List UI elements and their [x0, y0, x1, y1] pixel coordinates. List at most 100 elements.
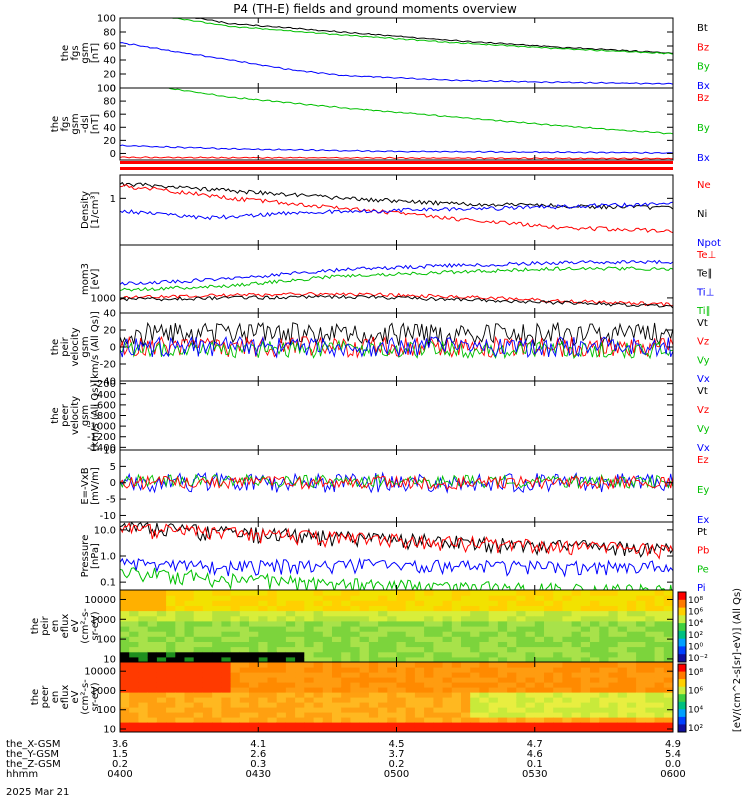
spectrogram-cell [590, 707, 600, 713]
spectrogram-cell [368, 646, 379, 653]
spectrogram-cell [276, 595, 287, 601]
spectrogram-cell [359, 722, 370, 728]
spectrogram-cell [175, 707, 186, 713]
spectrogram-cell [516, 631, 527, 637]
spectrogram-cell [507, 605, 517, 612]
spectrogram-cell [239, 722, 250, 728]
spectrogram-cell [341, 656, 351, 662]
spectrogram-cell [378, 626, 388, 632]
xaxis-row-value: 0.2 [112, 759, 128, 770]
ylabel-density: [1/cm³] [90, 192, 101, 229]
spectrogram-cell [636, 697, 646, 703]
spectrogram-cell [562, 590, 573, 596]
spectrogram-cell [295, 672, 305, 678]
series-temperature-Ti [120, 259, 673, 286]
spectrogram-cell [267, 702, 278, 708]
spectrogram-cell [599, 590, 610, 596]
spectrogram-cell [175, 631, 186, 637]
colorbar-tick-label: 10⁻² [688, 654, 708, 664]
spectrogram-cell [451, 631, 462, 637]
spectrogram-cell [239, 662, 250, 668]
ytick-label: -40 [100, 377, 116, 388]
spectrogram-cell [461, 722, 471, 728]
spectrogram-cell [212, 722, 222, 728]
spectrogram-cell [414, 656, 425, 662]
spectrogram-cell [488, 590, 499, 596]
spectrogram-cell [525, 605, 536, 612]
spectrogram-cell [590, 712, 600, 718]
spectrogram-cell [276, 682, 287, 688]
spectrogram-cell [249, 590, 259, 596]
spectrogram-cell [276, 605, 287, 612]
spectrogram-cell [332, 722, 342, 728]
spectrogram-cell [636, 605, 646, 612]
spectrogram-cell [451, 712, 462, 718]
spectrogram-cell [414, 712, 425, 718]
spectrogram-cell [258, 636, 269, 642]
spectrogram-cell [249, 646, 259, 653]
spectrogram-cell [304, 682, 315, 688]
ylabel-peer_en_eflux: sr-eV) [90, 682, 101, 711]
spectrogram-cell [304, 590, 315, 596]
spectrogram-cell [617, 687, 628, 693]
spectrogram-cell [562, 712, 573, 718]
spectrogram-cell [332, 656, 342, 662]
spectrogram-cell [433, 662, 444, 668]
spectrogram-cell [645, 610, 656, 617]
spectrogram-cell [285, 610, 296, 617]
spectrogram-cell [267, 727, 278, 732]
spectrogram-cell [120, 702, 130, 708]
spectrogram-cell [433, 595, 444, 601]
spectrogram-cell [341, 707, 351, 713]
spectrogram-cell [285, 707, 296, 713]
spectrogram-cell [147, 712, 158, 718]
spectrogram-cell [285, 697, 296, 703]
spectrogram-cell [553, 595, 563, 601]
spectrogram-cell [156, 672, 167, 678]
spectrogram-cell [295, 615, 305, 622]
spectrogram-cell [424, 615, 434, 622]
spectrogram-cell [442, 636, 453, 642]
spectrogram-cell [645, 651, 656, 658]
spectrogram-cell [608, 662, 619, 668]
spectrogram-cell [129, 636, 139, 642]
spectrogram-cell [433, 707, 444, 713]
spectrogram-cell [378, 702, 388, 708]
spectrogram-cell [249, 631, 259, 637]
spectrogram-cell [424, 620, 434, 627]
spectrogram-cell [313, 615, 324, 622]
colorbar-segment [678, 709, 686, 718]
spectrogram-cell [368, 672, 379, 678]
spectrogram-cell [258, 651, 269, 658]
spectrogram-cell [451, 651, 462, 658]
spectrogram-cell [525, 656, 536, 662]
spectrogram-cell [332, 667, 342, 673]
spectrogram-cell [295, 727, 305, 732]
ylabel-peir_en_eflux: en [50, 620, 61, 633]
spectrogram-cell [599, 651, 610, 658]
spectrogram-cell [396, 646, 407, 653]
ylabel-efield: [mV/m] [90, 467, 101, 505]
spectrogram-cell [249, 600, 259, 606]
spectrogram-cell [516, 727, 527, 732]
ytick-label: 1000 [91, 615, 116, 626]
spectrogram-cell [322, 722, 333, 728]
spectrogram-cell [626, 590, 637, 596]
spectrogram-cell [184, 615, 195, 622]
spectrogram-cell [249, 656, 259, 662]
spectrogram-cell [175, 656, 186, 662]
ytick-label: 20 [103, 136, 116, 147]
ytick-label: -800 [93, 411, 116, 422]
spectrogram-cell [525, 610, 536, 617]
spectrogram-cell [166, 590, 176, 596]
spectrogram-cell [184, 662, 195, 668]
spectrogram-cell [424, 656, 434, 662]
spectrogram-cell [396, 626, 407, 632]
spectrogram-cell [304, 605, 315, 612]
spectrogram-cell [433, 610, 444, 617]
spectrogram-cell [258, 600, 269, 606]
spectrogram-cell [221, 727, 232, 732]
spectrogram-cell [626, 717, 637, 723]
spectrogram-cell [304, 620, 315, 627]
spectrogram-cell [202, 702, 213, 708]
